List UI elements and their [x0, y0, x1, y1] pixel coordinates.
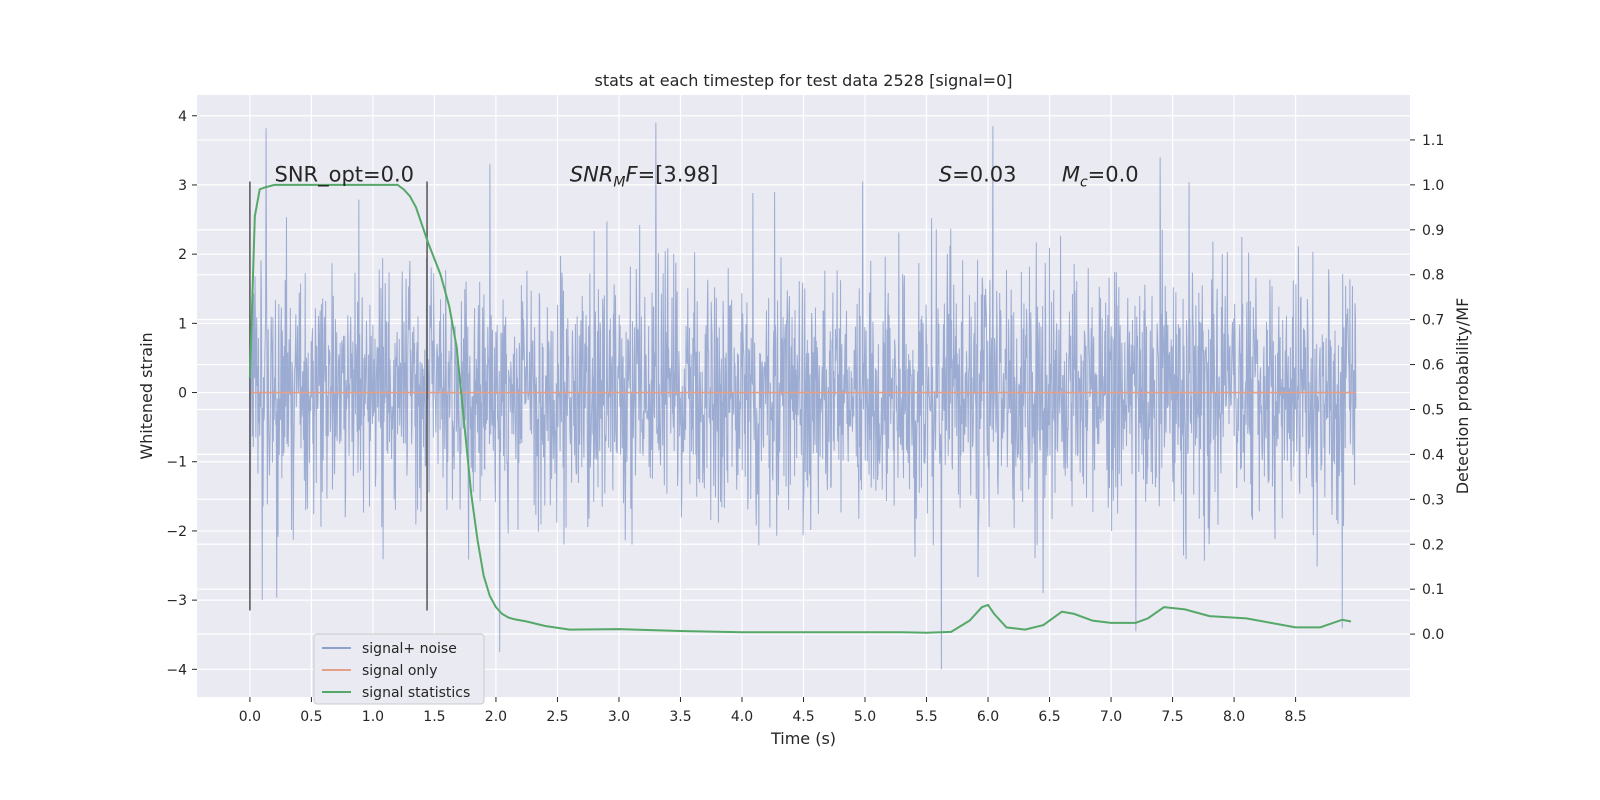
y2-tick-label: 0.8	[1422, 268, 1444, 284]
y-tick-labels: 4 3 2 1 0 −1 −2 −3 −4	[166, 109, 197, 678]
y2-tick-label: 0.2	[1422, 537, 1444, 553]
y-tick-label: −2	[166, 524, 187, 540]
x-tick-label: 6.5	[1038, 709, 1060, 725]
y2-tick-label: 0.0	[1422, 627, 1444, 643]
x-tick-label: 1.5	[423, 709, 445, 725]
y-tick-label: 3	[178, 178, 187, 194]
annotation-0: SNR_opt=0.0	[275, 162, 415, 187]
x-tick-label: 0.0	[239, 709, 261, 725]
legend-box	[313, 633, 485, 705]
statistics-line	[248, 183, 1352, 634]
x-tick-label: 6.0	[977, 709, 999, 725]
y2-tick-label: 0.4	[1422, 447, 1444, 463]
y-tick-label: 1	[178, 316, 187, 332]
legend-label-signal-only: signal only	[362, 663, 437, 679]
y2-tick-label: 0.9	[1422, 223, 1444, 239]
y-axis-label: Whitened strain	[137, 332, 156, 459]
y-tick-label: −1	[166, 455, 187, 471]
y2-tick-label: 1.0	[1422, 178, 1444, 194]
x-tick-label: 8.5	[1284, 709, 1306, 725]
y2-tick-label: 0.6	[1422, 358, 1444, 374]
y-tick-label: 0	[178, 386, 187, 402]
x-tick-label: 1.0	[362, 709, 384, 725]
x-axis-label: Time (s)	[770, 729, 836, 748]
annotation-3: Mc=0.0	[1062, 162, 1139, 190]
series-signal-noise	[249, 122, 1357, 670]
series-signal-statistics	[248, 183, 1352, 634]
x-tick-label: 7.5	[1161, 709, 1183, 725]
x-tick-label: 3.0	[608, 709, 630, 725]
annotations: SNR_opt=0.0 SNRMF=[3.98] S=0.03 Mc=0.0	[275, 162, 1139, 190]
y2-axis-label: Detection probability/MF	[1453, 298, 1472, 495]
x-tick-label: 8.0	[1223, 709, 1245, 725]
x-tick-label: 3.5	[669, 709, 691, 725]
y-tick-label: −4	[166, 662, 187, 678]
y2-tick-labels: 1.1 1.0 0.9 0.8 0.7 0.6 0.5 0.4 0.3 0.2 0.1 0.0	[1410, 133, 1444, 643]
legend: signal+ noise signal only signal statist…	[313, 633, 485, 705]
y-tick-label: 4	[178, 109, 187, 125]
x-tick-labels: 0.0 0.5 1.0 1.5 2.0 2.5 3.0 3.5 4.0 4.5 5.0 5.5 6.0 6…	[239, 697, 1307, 725]
x-tick-label: 5.0	[854, 709, 876, 725]
y2-tick-label: 0.3	[1422, 492, 1444, 508]
x-tick-label: 7.0	[1100, 709, 1122, 725]
y2-tick-label: 0.1	[1422, 582, 1444, 598]
y-tick-label: 2	[178, 247, 187, 263]
chart-title: stats at each timestep for test data 252…	[594, 71, 1012, 90]
x-tick-label: 0.5	[300, 709, 322, 725]
annotation-2: S=0.03	[939, 162, 1017, 186]
y2-tick-label: 0.7	[1422, 313, 1444, 329]
y2-tick-label: 0.5	[1422, 402, 1444, 418]
x-tick-label: 5.5	[915, 709, 937, 725]
vertical-markers	[249, 181, 428, 611]
annotation-1: SNRMF=[3.98]	[570, 162, 719, 190]
x-tick-label: 4.0	[731, 709, 753, 725]
legend-label-signal-statistics: signal statistics	[362, 685, 470, 701]
x-tick-label: 2.5	[546, 709, 568, 725]
x-tick-label: 2.0	[485, 709, 507, 725]
y-tick-label: −3	[166, 593, 187, 609]
legend-label-signal-noise: signal+ noise	[362, 641, 457, 657]
x-tick-label: 4.5	[792, 709, 814, 725]
noise-trace	[249, 122, 1357, 670]
y2-tick-label: 1.1	[1422, 133, 1444, 149]
